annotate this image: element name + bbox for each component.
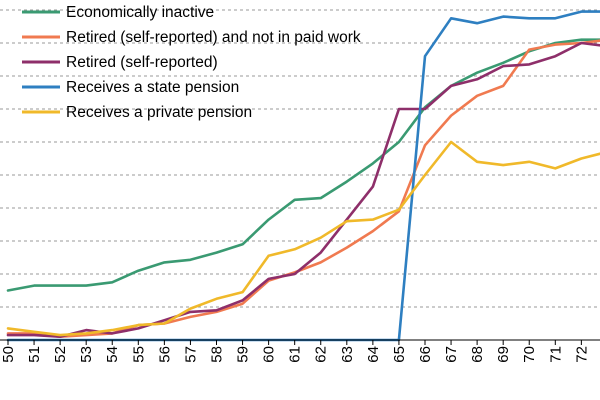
x-tick-label: 54 xyxy=(104,346,121,363)
x-tick-label: 57 xyxy=(182,346,199,363)
legend-label: Receives a state pension xyxy=(66,79,239,96)
x-tick-label: 53 xyxy=(78,346,95,363)
gridlines xyxy=(0,9,600,308)
series-line-0 xyxy=(6,38,600,292)
legend-label: Economically inactive xyxy=(66,4,214,21)
x-tick-label: 50 xyxy=(0,346,17,363)
x-axis: 50 51 52 53 54 55 56 57 58 59 60 61 62 63 64 65 66 67 68 69… xyxy=(0,339,600,363)
x-tick-label: 71 xyxy=(547,346,564,363)
legend-label: Receives a private pension xyxy=(66,104,252,121)
x-tick-label: 59 xyxy=(235,346,252,363)
x-tick-label: 62 xyxy=(313,346,330,363)
x-tick-label: 67 xyxy=(443,346,460,363)
x-tick-label: 52 xyxy=(52,346,69,363)
legend-label: Retired (self-reported) and not in paid … xyxy=(66,29,361,46)
x-tick-label: 63 xyxy=(339,346,356,363)
x-tick-label: 68 xyxy=(469,346,486,363)
series-line-2 xyxy=(6,41,600,339)
x-tick-label: 64 xyxy=(365,346,382,363)
x-tick-label: 66 xyxy=(417,346,434,363)
x-tick-label: 65 xyxy=(391,346,408,363)
x-tick-label: 58 xyxy=(208,346,225,363)
legend: Economically inactive Retired (self-repor… xyxy=(22,4,361,121)
legend-label: Retired (self-reported) xyxy=(66,54,218,71)
x-tick-label: 55 xyxy=(130,346,147,363)
x-tick-label: 69 xyxy=(495,346,512,363)
x-tick-label: 56 xyxy=(156,346,173,363)
series-line-4 xyxy=(6,140,600,337)
x-tick-label: 51 xyxy=(26,346,43,363)
x-tick-label: 70 xyxy=(521,346,538,363)
x-tick-label: 61 xyxy=(287,346,304,363)
x-tick-label: 72 xyxy=(573,346,590,363)
x-tick-label: 60 xyxy=(261,346,278,363)
